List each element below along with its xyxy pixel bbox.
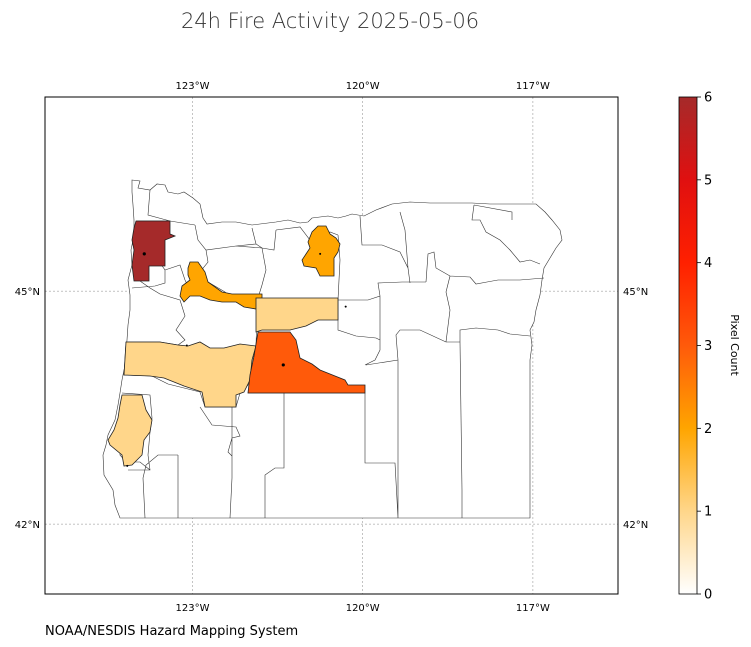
fire-county-marion (179, 261, 263, 311)
fire-detections (126, 252, 347, 467)
fire-detection-point-5-0 (281, 363, 285, 367)
colorbar-gradient (678, 96, 698, 595)
map-axis-labels: 123°W 123°W 120°W 120°W 117°W 117°W 45°N 45°N 42… (15, 81, 648, 614)
colorbar-tick-label-2: 2 (704, 422, 712, 437)
lon-tick-label-top-2: 117°W (516, 81, 550, 92)
lon-tick-label-top-0: 123°W (176, 81, 210, 92)
lon-tick-label-bottom-1: 120°W (346, 603, 380, 614)
fire-detection-point-3-0 (344, 305, 347, 308)
lon-tick-label-bottom-2: 117°W (516, 603, 550, 614)
colorbar-tick-label-6: 6 (704, 91, 712, 106)
figure-title: 24h Fire Activity 2025-05-06 (181, 9, 479, 33)
lon-tick-label-bottom-0: 123°W (176, 603, 210, 614)
lon-tick-label-top-1: 120°W (346, 81, 380, 92)
map-frame (44, 96, 619, 595)
colorbar-label: Pixel Count (728, 314, 741, 376)
colorbar-tick-label-1: 1 (704, 505, 712, 520)
fire-county-deschutes (247, 331, 366, 394)
lat-tick-label-right-0: 45°N (623, 287, 648, 298)
fire-detection-point-1-0 (319, 252, 322, 255)
fire-county-wasco-north (301, 225, 341, 277)
fire-detection-point-0-0 (142, 252, 146, 256)
colorbar-tick-label-4: 4 (704, 256, 712, 271)
fire-detection-point-6-0 (126, 464, 129, 467)
colorbar: 0 1 2 3 4 5 6 Pixel Count (678, 91, 741, 603)
lat-tick-label-right-1: 42°N (623, 520, 648, 531)
oregon-state-outline (102, 179, 563, 519)
colorbar-tick-label-3: 3 (704, 339, 712, 354)
colorbar-ticks: 0 1 2 3 4 5 6 (697, 91, 712, 603)
fire-county-jefferson (255, 297, 339, 333)
fire-detection-point-4-0 (185, 344, 188, 347)
colorbar-tick-label-5: 5 (704, 173, 712, 188)
credit-text: NOAA/NESDIS Hazard Mapping System (45, 624, 298, 639)
lat-tick-label-left-0: 45°N (15, 287, 40, 298)
fire-county-fills (107, 220, 366, 467)
fire-county-clatsop (131, 220, 177, 282)
lat-tick-label-left-1: 42°N (15, 520, 40, 531)
map-panel: 123°W 123°W 120°W 120°W 117°W 117°W 45°N 45°N 42… (15, 81, 648, 614)
colorbar-tick-label-0: 0 (704, 588, 712, 603)
